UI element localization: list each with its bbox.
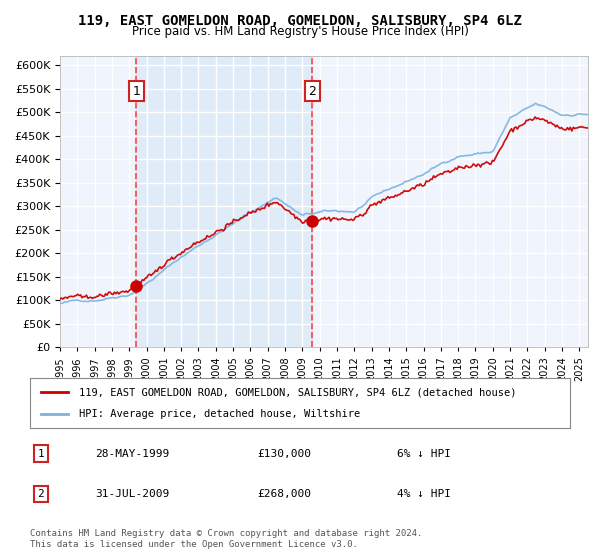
Text: 2: 2 [37,489,44,499]
Text: Contains HM Land Registry data © Crown copyright and database right 2024.
This d: Contains HM Land Registry data © Crown c… [30,529,422,549]
Text: 119, EAST GOMELDON ROAD, GOMELDON, SALISBURY, SP4 6LZ (detached house): 119, EAST GOMELDON ROAD, GOMELDON, SALIS… [79,387,516,397]
Text: 1: 1 [133,85,140,98]
Text: 28-MAY-1999: 28-MAY-1999 [95,449,169,459]
Text: £130,000: £130,000 [257,449,311,459]
Text: 4% ↓ HPI: 4% ↓ HPI [397,489,451,499]
Text: Price paid vs. HM Land Registry's House Price Index (HPI): Price paid vs. HM Land Registry's House … [131,25,469,38]
Text: 119, EAST GOMELDON ROAD, GOMELDON, SALISBURY, SP4 6LZ: 119, EAST GOMELDON ROAD, GOMELDON, SALIS… [78,14,522,28]
Text: 1: 1 [37,449,44,459]
Bar [136,56,313,347]
Text: £268,000: £268,000 [257,489,311,499]
Text: 6% ↓ HPI: 6% ↓ HPI [397,449,451,459]
Text: 31-JUL-2009: 31-JUL-2009 [95,489,169,499]
Text: 2: 2 [308,85,316,98]
Text: HPI: Average price, detached house, Wiltshire: HPI: Average price, detached house, Wilt… [79,409,360,419]
